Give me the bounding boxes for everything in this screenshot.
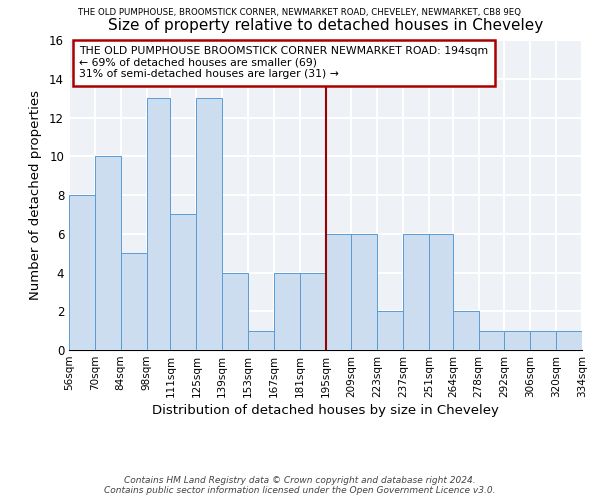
- Text: Contains HM Land Registry data © Crown copyright and database right 2024.
Contai: Contains HM Land Registry data © Crown c…: [104, 476, 496, 495]
- Bar: [222, 272, 248, 350]
- Bar: [352, 234, 377, 350]
- Bar: [274, 272, 299, 350]
- Bar: [248, 330, 274, 350]
- X-axis label: Distribution of detached houses by size in Cheveley: Distribution of detached houses by size …: [152, 404, 499, 417]
- Bar: [170, 214, 196, 350]
- Bar: [479, 330, 505, 350]
- Bar: [69, 195, 95, 350]
- Bar: [95, 156, 121, 350]
- Bar: [196, 98, 222, 350]
- Text: THE OLD PUMPHOUSE, BROOMSTICK CORNER, NEWMARKET ROAD, CHEVELEY, NEWMARKET, CB8 9: THE OLD PUMPHOUSE, BROOMSTICK CORNER, NE…: [79, 8, 521, 16]
- Text: THE OLD PUMPHOUSE BROOMSTICK CORNER NEWMARKET ROAD: 194sqm
← 69% of detached hou: THE OLD PUMPHOUSE BROOMSTICK CORNER NEWM…: [79, 46, 488, 80]
- Y-axis label: Number of detached properties: Number of detached properties: [29, 90, 42, 300]
- Bar: [530, 330, 556, 350]
- Bar: [121, 253, 146, 350]
- Bar: [403, 234, 429, 350]
- Bar: [299, 272, 325, 350]
- Title: Size of property relative to detached houses in Cheveley: Size of property relative to detached ho…: [108, 18, 543, 34]
- Bar: [146, 98, 170, 350]
- Bar: [556, 330, 582, 350]
- Bar: [453, 311, 479, 350]
- Bar: [325, 234, 352, 350]
- Bar: [377, 311, 403, 350]
- Bar: [505, 330, 530, 350]
- Bar: [429, 234, 453, 350]
